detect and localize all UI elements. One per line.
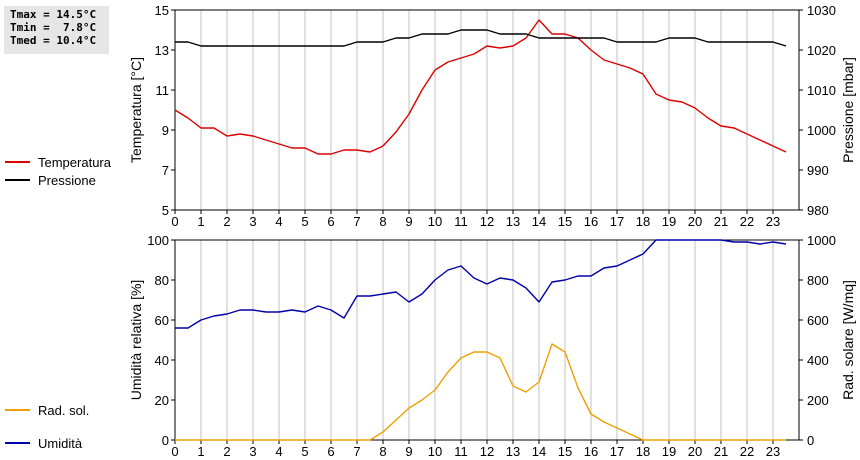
x-tick-label: 22 — [740, 444, 754, 459]
x-tick-label: 18 — [636, 444, 650, 459]
x-tick-label: 17 — [610, 214, 624, 229]
y2-axis-label: Rad. solare [W/mq] — [840, 280, 856, 400]
x-tick-label: 7 — [353, 444, 360, 459]
x-tick-label: 21 — [714, 444, 728, 459]
x-tick-label: 5 — [301, 444, 308, 459]
x-tick-label: 14 — [532, 214, 546, 229]
x-tick-label: 0 — [171, 444, 178, 459]
x-tick-label: 12 — [480, 214, 494, 229]
y-tick-label: 0 — [162, 433, 169, 448]
stat-tmax: Tmax = 14.5°C — [10, 8, 97, 21]
x-tick-label: 3 — [249, 214, 256, 229]
y-tick-label: 7 — [162, 163, 169, 178]
x-tick-label: 15 — [558, 444, 572, 459]
series-line-2 — [175, 29, 787, 47]
x-tick-label: 11 — [454, 214, 468, 229]
chart-panel-2: 0 1 2 3 4 5 6 7 8 9 10 11 12 13 14 15 16 17 18 19 20 21 22 2302… — [128, 233, 856, 459]
x-tick-label: 19 — [662, 214, 676, 229]
series-line-2 — [175, 343, 786, 441]
plot-frame — [174, 239, 800, 441]
y2-tick-label: 1030 — [807, 3, 836, 18]
x-tick-label: 17 — [610, 444, 624, 459]
x-tick-label: 3 — [249, 444, 256, 459]
x-tick-label: 10 — [428, 444, 442, 459]
x-tick-label: 15 — [558, 214, 572, 229]
y-tick-label: 40 — [155, 353, 169, 368]
y-tick-label: 15 — [155, 3, 169, 18]
x-tick-label: 1 — [197, 214, 204, 229]
x-tick-label: 23 — [766, 444, 780, 459]
y-tick-label: 100 — [147, 233, 169, 248]
series-line-1 — [174, 19, 787, 155]
legend-label-2-1: Umidità — [38, 436, 83, 451]
x-tick-label: 20 — [688, 444, 702, 459]
x-tick-label: 9 — [405, 214, 412, 229]
stats-box: Tmax = 14.5°C Tmin = 7.8°C Tmed = 10.4°C — [4, 6, 109, 54]
legend-label-1-2: Pressione — [38, 173, 96, 188]
x-tick-label: 4 — [275, 214, 282, 229]
y2-tick-label: 1000 — [807, 233, 836, 248]
y2-tick-label: 1010 — [807, 83, 836, 98]
y-axis-label: Umidità relativa [%] — [128, 280, 144, 401]
x-tick-label: 14 — [532, 444, 546, 459]
x-tick-label: 4 — [275, 444, 282, 459]
x-tick-label: 22 — [740, 214, 754, 229]
x-tick-label: 21 — [714, 214, 728, 229]
x-tick-label: 2 — [223, 444, 230, 459]
legend-label-1-1: Temperatura — [38, 155, 112, 170]
y-tick-label: 9 — [162, 123, 169, 138]
x-tick-label: 6 — [327, 214, 334, 229]
y-axis-label: Temperatura [°C] — [128, 57, 144, 163]
x-tick-label: 13 — [506, 444, 520, 459]
y2-tick-label: 980 — [807, 203, 829, 218]
y-tick-label: 13 — [155, 43, 169, 58]
x-tick-label: 7 — [353, 214, 360, 229]
x-tick-label: 1 — [197, 444, 204, 459]
x-tick-label: 13 — [506, 214, 520, 229]
y2-tick-label: 800 — [807, 273, 829, 288]
x-tick-label: 8 — [379, 214, 386, 229]
x-tick-label: 20 — [688, 214, 702, 229]
stat-tmed: Tmed = 10.4°C — [10, 34, 97, 47]
x-tick-label: 12 — [480, 444, 494, 459]
y2-tick-label: 1020 — [807, 43, 836, 58]
y2-tick-label: 600 — [807, 313, 829, 328]
y-tick-label: 20 — [155, 393, 169, 408]
x-tick-label: 9 — [405, 444, 412, 459]
x-tick-label: 19 — [662, 444, 676, 459]
x-tick-label: 5 — [301, 214, 308, 229]
y-tick-label: 80 — [155, 273, 169, 288]
x-tick-label: 10 — [428, 214, 442, 229]
chart-panel-1: 0 1 2 3 4 5 6 7 8 9 10 11 12 13 14 15 16 17 18 19 20 21 22 2357… — [128, 3, 856, 229]
x-tick-label: 11 — [454, 444, 468, 459]
y2-tick-label: 1000 — [807, 123, 836, 138]
y-tick-label: 11 — [156, 83, 170, 98]
x-tick-label: 18 — [636, 214, 650, 229]
y2-tick-label: 200 — [807, 393, 829, 408]
y2-tick-label: 990 — [807, 163, 829, 178]
y2-tick-label: 0 — [807, 433, 814, 448]
x-tick-label: 2 — [223, 214, 230, 229]
x-tick-label: 6 — [327, 444, 334, 459]
x-tick-label: 16 — [584, 214, 598, 229]
series-line-1 — [175, 239, 787, 329]
y-tick-label: 5 — [162, 203, 169, 218]
legend-label-2-2: Rad. sol. — [38, 403, 89, 418]
y2-axis-label: Pressione [mbar] — [840, 57, 856, 163]
x-tick-label: 8 — [379, 444, 386, 459]
x-tick-label: 16 — [584, 444, 598, 459]
stat-tmin: Tmin = 7.8°C — [10, 21, 97, 34]
x-tick-label: 0 — [171, 214, 178, 229]
y-tick-label: 60 — [155, 313, 169, 328]
x-tick-label: 23 — [766, 214, 780, 229]
y2-tick-label: 400 — [807, 353, 829, 368]
